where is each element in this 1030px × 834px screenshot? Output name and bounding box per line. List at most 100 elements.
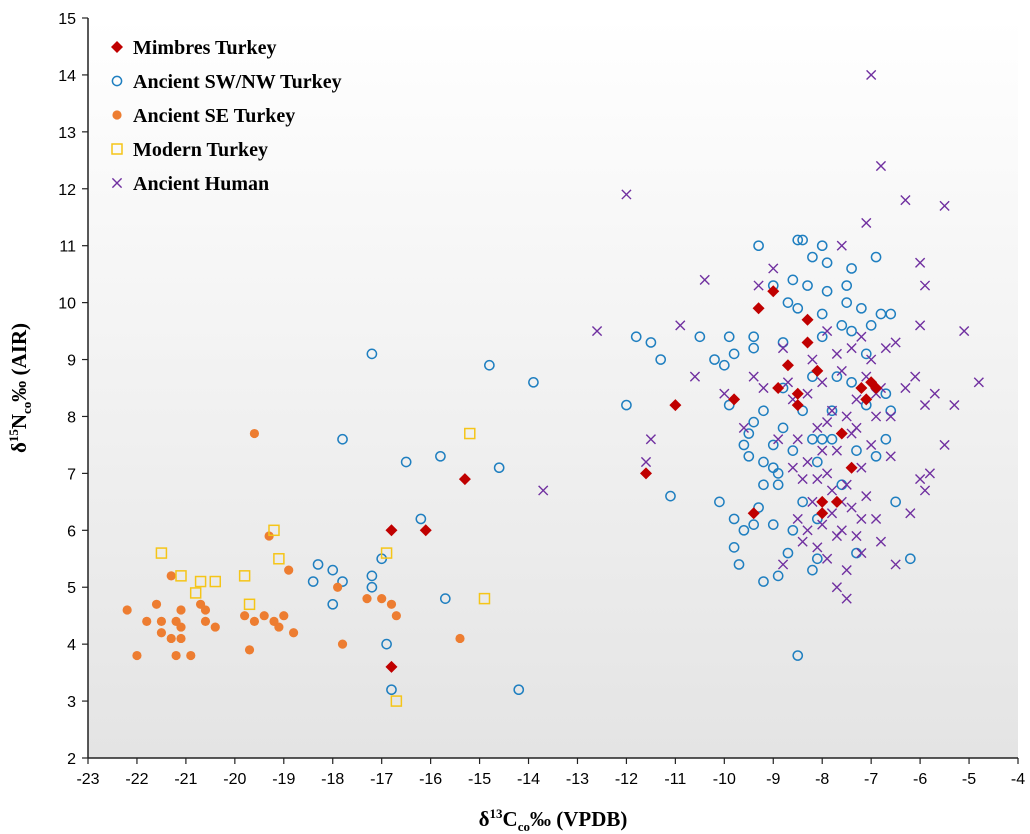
data-point [856,331,867,342]
data-point [875,536,887,547]
data-point [777,422,789,434]
data-point [312,559,324,570]
y-tick-label: 3 [67,694,76,711]
data-point [841,280,853,291]
data-point [807,564,818,576]
data-point [156,616,167,626]
data-point [718,359,730,371]
data-point [307,576,319,587]
data-point [856,462,867,473]
data-point [890,559,901,570]
data-point [836,320,848,331]
data-point [767,519,779,530]
data-point [841,593,852,604]
data-point [880,388,892,400]
data-point [959,325,970,337]
data-point [284,565,294,575]
data-point [768,263,779,274]
y-tick-label: 15 [58,11,76,28]
data-point [748,519,760,530]
x-tick-label: -21 [174,771,197,788]
data-point [142,616,152,626]
data-point [238,570,251,582]
data-point [802,456,813,468]
data-point [939,439,950,451]
legend-label: Mimbres Turkey [133,37,277,59]
data-point [249,616,260,626]
data-point [841,411,852,422]
data-point [758,479,769,491]
data-point [390,695,403,707]
data-point [327,598,339,610]
data-point [640,456,652,468]
y-tick-label: 10 [58,296,76,313]
y-tick-label: 5 [67,580,76,597]
x-tick-label: -9 [766,771,780,788]
data-point [801,313,814,326]
x-tick-label: -12 [615,771,638,788]
axes: -23 -22 -21 -20 -19 -18 -17 -16 -15 -14 -13 -12 -11 -… [58,11,1025,788]
x-tick-label: -13 [566,771,589,788]
data-point [890,337,901,348]
x-tick-label: -23 [76,771,99,788]
data-point [885,405,897,417]
y-tick-label: 14 [58,68,76,85]
x-tick-label: -10 [713,771,736,788]
data-point [787,462,798,473]
data-point [210,622,220,632]
data-point [699,274,710,285]
data-point [249,428,260,439]
data-point [362,594,372,604]
data-point [728,393,741,406]
data-point [802,280,813,291]
data-point [435,450,446,462]
data-point [855,382,868,394]
data-point [802,525,813,536]
data-point [870,251,882,263]
data-point [845,461,858,474]
data-point [151,599,162,609]
data-point [831,371,843,382]
data-point [860,348,872,360]
legend-marker [111,75,123,87]
data-point [841,479,852,490]
data-point [493,462,505,474]
data-point [856,513,867,525]
data-point [455,633,465,644]
data-point [811,553,823,565]
data-point [836,240,847,251]
data-point [802,388,813,399]
data-point [385,660,398,673]
data-point [915,257,926,268]
data-point [821,285,833,297]
series-mimbres-turkey [385,285,883,673]
data-point [885,308,897,320]
data-point [186,650,196,661]
data-point [919,485,931,496]
data-points [122,69,984,707]
data-point [333,582,343,592]
data-point [851,445,862,456]
legend-item: Ancient SW/NW Turkey [111,71,342,93]
data-point [244,645,255,655]
data-point [787,274,799,286]
data-point [243,598,256,611]
legend: Mimbres Turkey Ancient SW/NW Turkey Ancien… [111,37,342,195]
data-point [866,439,877,451]
data-point [753,280,764,291]
data-point [973,377,984,388]
data-point [709,354,720,365]
y-tick-label: 4 [67,637,76,654]
data-point [830,495,843,508]
data-point [831,582,842,593]
data-point [826,508,838,519]
data-point [831,530,842,542]
x-tick-label: -19 [272,771,295,788]
data-point [669,399,682,412]
data-point [777,559,789,570]
data-point [831,348,842,359]
x-tick-label: -4 [1011,771,1025,788]
data-point [885,451,896,462]
x-tick-label: -8 [815,771,829,788]
data-point [836,365,847,377]
